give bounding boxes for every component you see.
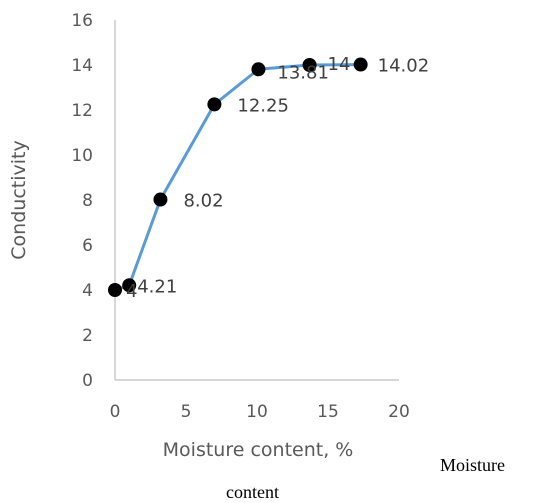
x-tick-label: 15 <box>317 402 339 422</box>
data-label: 4.21 <box>137 276 177 297</box>
x-axis-title: Moisture content, % <box>163 439 354 461</box>
y-axis-ticks: 0 2 4 6 8 10 12 14 16 <box>71 11 93 391</box>
data-point <box>207 97 222 112</box>
y-tick-label: 10 <box>71 146 93 166</box>
x-tick-label: 0 <box>110 402 121 422</box>
data-label: 12.25 <box>237 95 289 116</box>
data-point <box>251 62 266 77</box>
data-point <box>302 58 317 72</box>
y-axis-title: Conductivity <box>8 140 30 259</box>
y-tick-label: 16 <box>71 11 93 31</box>
y-tick-label: 2 <box>82 326 93 346</box>
data-label: 14 <box>328 54 351 75</box>
data-point <box>122 278 137 293</box>
data-point <box>108 283 122 297</box>
y-tick-label: 6 <box>82 236 93 256</box>
data-label: 13.81 <box>277 62 329 83</box>
x-axis-ticks: 0 5 10 15 20 <box>110 402 410 422</box>
data-label: 8.02 <box>183 191 223 212</box>
y-tick-label: 8 <box>82 191 93 211</box>
x-tick-label: 20 <box>388 402 410 422</box>
caption-line-1: Moisture <box>440 455 505 475</box>
data-points <box>108 57 368 297</box>
y-tick-label: 12 <box>71 101 93 121</box>
data-point <box>353 57 368 72</box>
y-tick-label: 14 <box>71 56 93 76</box>
y-tick-label: 0 <box>82 371 93 391</box>
data-label: 4 <box>126 281 137 302</box>
x-tick-label: 10 <box>246 402 268 422</box>
y-tick-label: 4 <box>82 281 93 301</box>
data-label: 14.02 <box>378 56 430 77</box>
caption-line-2: content <box>226 482 279 502</box>
x-tick-label: 5 <box>181 402 192 422</box>
data-point <box>153 192 168 207</box>
